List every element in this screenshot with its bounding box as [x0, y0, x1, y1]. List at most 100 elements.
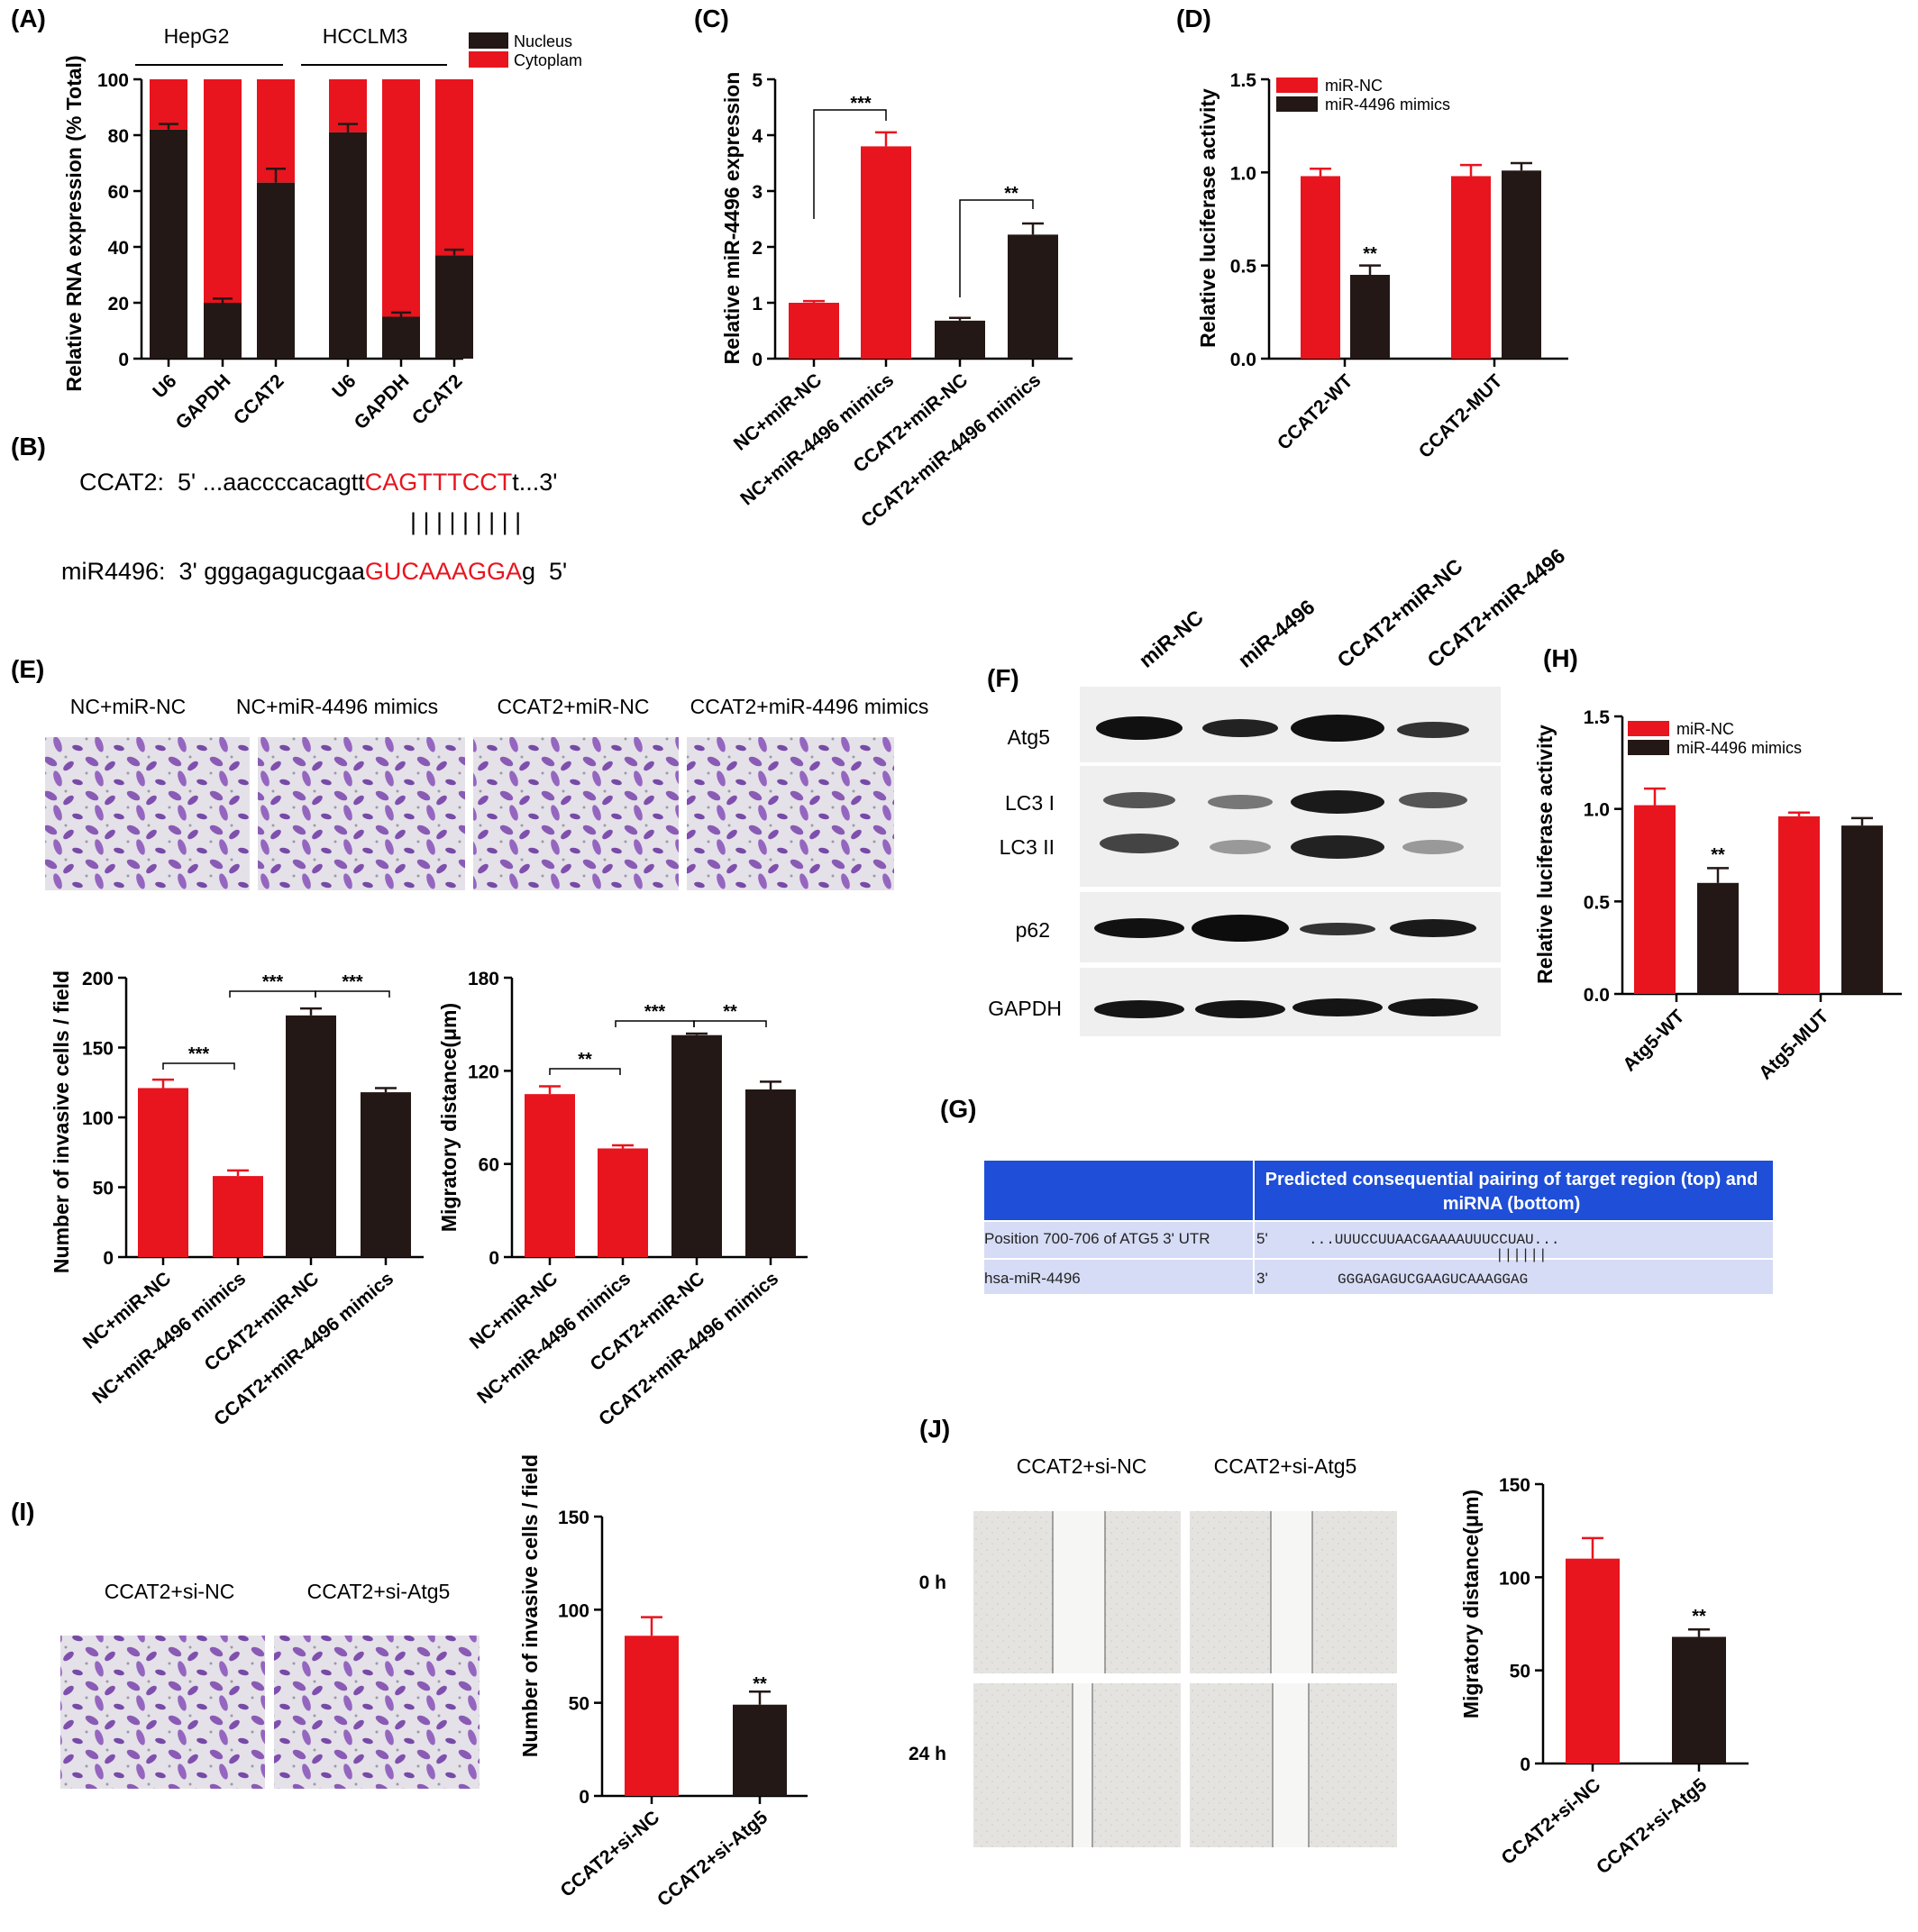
legend-label-mimics-d: miR-4496 mimics: [1325, 96, 1450, 114]
bar: [329, 132, 367, 359]
utr-position-label: Position 700-706 of ATG5 3' UTR: [984, 1230, 1210, 1247]
panel-i-label: (I): [11, 1498, 34, 1526]
x-tick-label: Atg5-MUT: [1755, 1006, 1832, 1083]
band: [1096, 716, 1183, 740]
ccat2-sequence-line: CCAT2: 5' ...aaccccacagttCAGTTTCCTt...3': [79, 469, 557, 497]
band-row-atg5: [1096, 715, 1469, 742]
panel-e1-bars: *** *** ***: [138, 972, 411, 1257]
group-label-hepg2: HepG2: [164, 24, 230, 48]
panel-c-label: (C): [694, 5, 729, 32]
panel-a-ylabel: Relative RNA expression (% Total): [62, 55, 86, 391]
band: [1397, 722, 1469, 738]
band: [1202, 719, 1278, 737]
band: [1300, 923, 1375, 935]
invasion-image-si-atg5: [274, 1636, 480, 1789]
panel-j-bars: **: [1566, 1536, 1726, 1763]
y-tick-label: 50: [1510, 1662, 1530, 1682]
panel-b-label: (B): [11, 433, 46, 460]
bar: [1634, 805, 1676, 994]
y-tick-label: 1: [752, 294, 763, 314]
bar: [1301, 176, 1340, 359]
panel-d-ylabel: Relative luciferase activity: [1196, 88, 1219, 348]
scratch-image-nc-0h: [973, 1511, 1181, 1673]
y-tick-label: 0.0: [1584, 985, 1610, 1006]
bar: [733, 1704, 787, 1796]
invasion-image-3: [473, 737, 679, 890]
y-tick-label: 0: [579, 1787, 589, 1808]
bar: [150, 79, 187, 130]
band: [1291, 835, 1384, 859]
bar: [625, 1636, 679, 1796]
bar: [935, 320, 985, 359]
table-row: [984, 1222, 1773, 1258]
image-title-i2: CCAT2+si-Atg5: [307, 1580, 451, 1603]
table-row: [984, 1260, 1773, 1294]
band: [1208, 795, 1273, 809]
legend-swatch-mirnc-h: [1628, 721, 1669, 736]
pairing-bars: ||||||: [1495, 1247, 1548, 1263]
panel-j: (J) CCAT2+si-NC CCAT2+si-Atg5 0 h 24 h: [909, 1415, 1749, 1878]
band: [1100, 834, 1179, 853]
image-title-i1: CCAT2+si-NC: [105, 1580, 235, 1603]
panel-g-label: (G): [940, 1095, 976, 1123]
mirna-end-label: 3': [1256, 1270, 1268, 1287]
utr-end-label: 5': [1256, 1230, 1268, 1247]
y-tick-label: 0.5: [1584, 892, 1611, 913]
bar: [1008, 234, 1058, 359]
y-tick-label: 1.5: [1584, 707, 1611, 728]
y-tick-label: 1.0: [1584, 800, 1610, 821]
significance-label: **: [1004, 184, 1018, 204]
x-tick-label: CCAT2: [230, 370, 288, 429]
band: [1195, 1000, 1285, 1018]
band: [1192, 915, 1289, 942]
band-row-lc3i: [1103, 790, 1467, 814]
y-tick-label: 180: [468, 969, 499, 989]
y-tick-label: 150: [82, 1039, 114, 1060]
x-tick-label: Atg5-WT: [1619, 1006, 1688, 1075]
band: [1292, 998, 1383, 1016]
panel-d-label: (D): [1176, 5, 1211, 32]
bar: [1502, 170, 1541, 359]
significance-label: ***: [188, 1044, 210, 1064]
panel-i-ylabel: Number of invasive cells / field: [518, 1454, 542, 1757]
significance-label: **: [1711, 845, 1725, 865]
significance-label: **: [578, 1050, 592, 1070]
mirna-name-label: hsa-miR-4496: [984, 1270, 1081, 1287]
legend-label-mirnc-h: miR-NC: [1676, 720, 1734, 738]
y-tick-label: 0: [752, 350, 763, 370]
invasion-image-2: [258, 737, 465, 890]
x-tick-label: GAPDH: [172, 370, 235, 433]
y-tick-label: 1.0: [1230, 163, 1256, 184]
panel-g: (G): [940, 1095, 976, 1123]
y-tick-label: 100: [558, 1600, 589, 1621]
y-tick-label: 20: [108, 294, 129, 314]
y-tick-label: 0: [1520, 1754, 1530, 1775]
x-tick-label: CCAT2+si-Atg5: [653, 1807, 772, 1910]
bar: [286, 1015, 336, 1257]
y-tick-label: 1.5: [1230, 70, 1257, 91]
utr-sequence: ...UUUCCUUAACGAAAAUUUCCUAU...: [1309, 1232, 1560, 1248]
legend-label-nucleus: Nucleus: [514, 32, 572, 50]
bar: [138, 1088, 188, 1257]
x-tick-label: CCAT2+si-NC: [1498, 1774, 1605, 1869]
ccat2-seq-prefix: CCAT2: 5' ...aaccccacagtt: [79, 469, 365, 496]
bar: [1566, 1558, 1620, 1763]
band: [1402, 840, 1464, 854]
protein-label-p62: p62: [1016, 918, 1050, 942]
panel-a-bars: [150, 79, 473, 359]
bar: [257, 182, 295, 359]
x-tick-label: U6: [149, 370, 180, 402]
band: [1390, 919, 1476, 937]
ccat2-seq-suffix: t...3': [512, 469, 558, 496]
bar: [789, 303, 839, 359]
image-title-e1: NC+miR-NC: [70, 695, 186, 718]
significance-label: **: [753, 1674, 767, 1694]
panel-c-bars: *****: [789, 94, 1058, 359]
scratch-image-nc-24h: [973, 1683, 1181, 1847]
scratch-image-atg5-24h: [1190, 1683, 1397, 1847]
y-tick-label: 50: [569, 1694, 589, 1715]
y-tick-label: 50: [93, 1179, 114, 1199]
y-tick-label: 80: [108, 126, 129, 147]
bar: [671, 1034, 722, 1257]
